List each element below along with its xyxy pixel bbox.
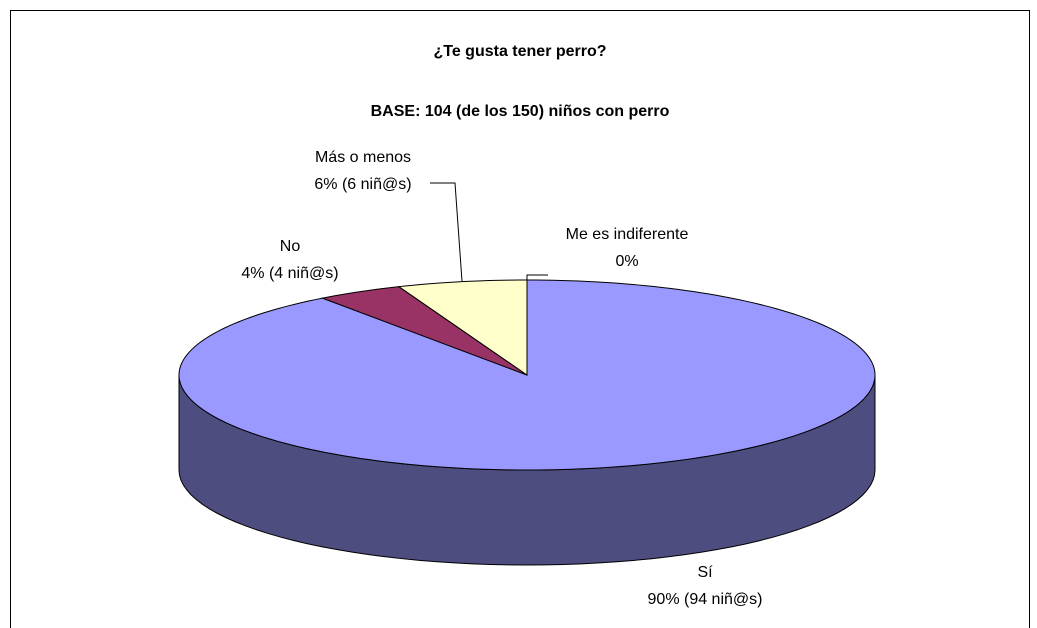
value-label: 0% [615, 253, 638, 270]
slice-label: Más o menos [315, 149, 411, 166]
chart-title: ¿Te gusta tener perro? [433, 43, 606, 60]
value-label: 4% (4 niñ@s) [241, 265, 338, 282]
leader-line [430, 182, 463, 282]
value-label: 90% (94 niñ@s) [648, 591, 763, 608]
slice [320, 286, 528, 376]
slice-label: Sí [697, 564, 713, 581]
chart-subtitle: BASE: 104 (de los 150) niños con perro [371, 103, 670, 120]
slice-label: Me es indiferente [566, 226, 689, 243]
value-label: 6% (6 niñ@s) [314, 176, 411, 193]
leader-line [526, 274, 548, 281]
slice [397, 279, 528, 376]
slice-label: No [280, 238, 301, 255]
